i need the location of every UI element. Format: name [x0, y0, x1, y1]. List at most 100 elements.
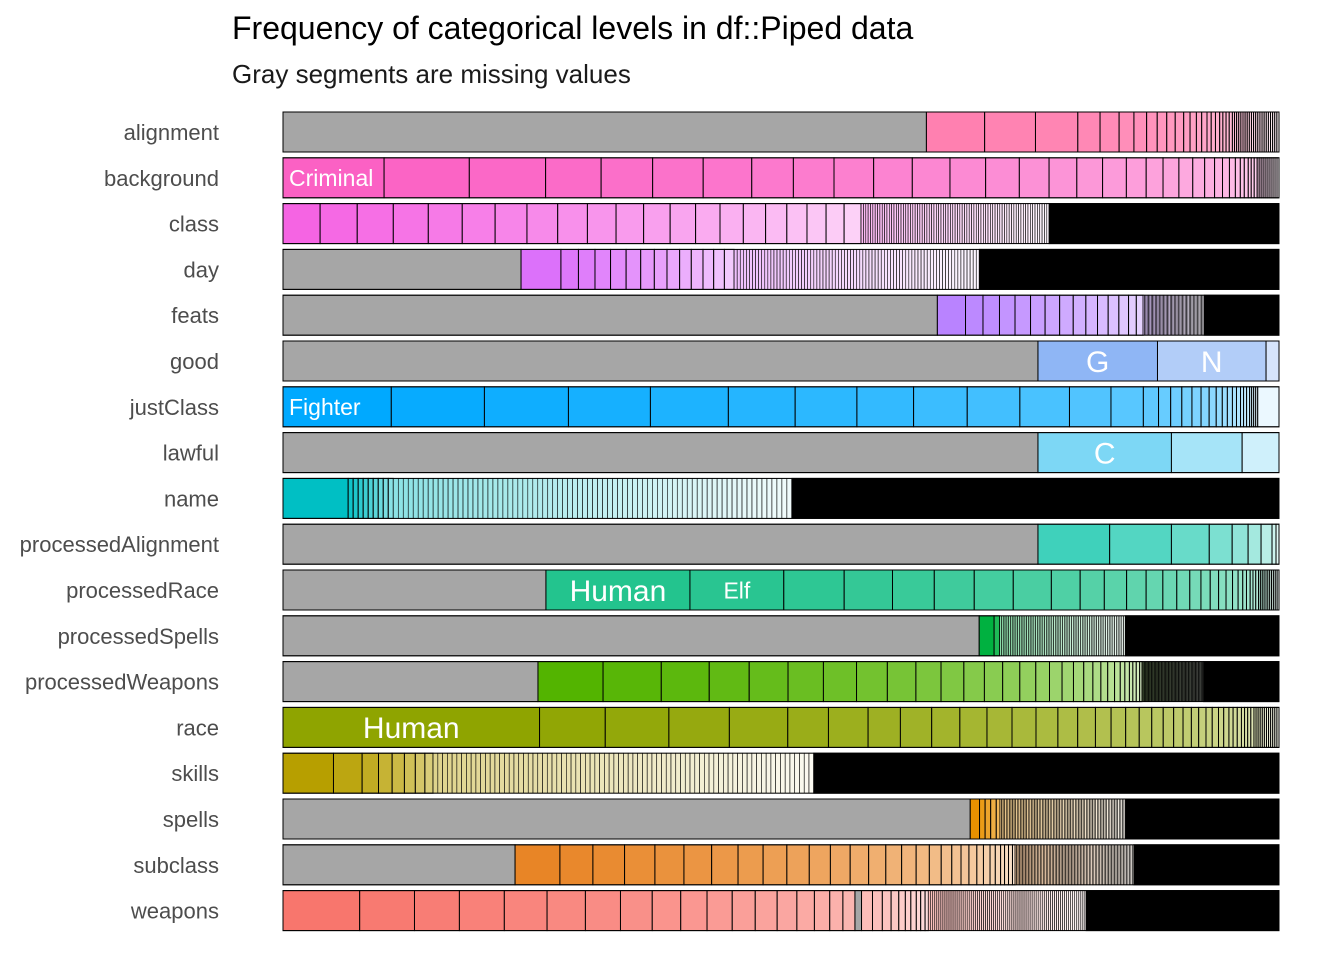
level-segment [480, 752, 486, 794]
missing-segment [282, 294, 938, 336]
level-segment [822, 661, 858, 703]
level-segment [282, 890, 361, 932]
level-segment [607, 478, 613, 519]
level-segment [1222, 157, 1230, 199]
level-segment [856, 249, 861, 290]
level-segment [905, 249, 910, 290]
level-segment [1215, 386, 1223, 428]
level-segment [1138, 706, 1153, 748]
level-segment [546, 752, 553, 794]
level-segment [959, 203, 963, 244]
level-segment [461, 752, 467, 794]
level-segment-tail [1124, 615, 1280, 657]
level-segment [971, 203, 975, 244]
level-segment [466, 752, 472, 794]
segment-label: Criminal [289, 165, 373, 191]
level-segment [468, 157, 547, 199]
level-segment [993, 615, 1001, 657]
level-segment [756, 478, 763, 519]
level-segment [1214, 157, 1224, 199]
level-segment [910, 890, 917, 932]
level-segment [1119, 661, 1126, 703]
level-segment [949, 157, 987, 199]
level-segment [761, 249, 766, 290]
bar-outline [282, 294, 1280, 336]
level-segment [865, 203, 869, 244]
level-segment [868, 249, 873, 290]
level-segment [954, 249, 959, 290]
level-segment [779, 249, 784, 290]
level-segment [954, 203, 958, 244]
level-segment [424, 752, 434, 794]
level-segment [842, 890, 856, 932]
level-segment [841, 249, 845, 290]
level-segment [691, 478, 698, 519]
level-segment [657, 478, 663, 519]
level-segment [383, 157, 470, 199]
level-segment [1011, 706, 1037, 748]
level-segment [417, 478, 424, 519]
level-segment [706, 890, 733, 932]
level-segment [562, 478, 568, 519]
level-segment [890, 249, 894, 290]
level-segment [612, 478, 618, 519]
level-segment [1035, 706, 1059, 748]
level-segment [843, 203, 862, 245]
level-segment [951, 249, 956, 290]
level-segment [526, 203, 559, 245]
level-segment [559, 844, 594, 886]
level-segment [920, 249, 925, 290]
level-segment [695, 203, 721, 245]
level-segment [915, 661, 942, 703]
level-segment [1242, 569, 1247, 611]
level-segment [397, 478, 404, 519]
bar-row-lawful: lawful C [163, 432, 1280, 474]
bar-row-justClass: justClass Fighter [129, 386, 1280, 428]
level-segment [1173, 706, 1184, 748]
level-segment [1030, 203, 1033, 244]
level-segment [1076, 157, 1104, 199]
level-segment [732, 752, 738, 794]
level-segment [850, 249, 854, 290]
level-segment [948, 249, 953, 290]
level-segment [617, 478, 623, 519]
level-segment [731, 478, 738, 519]
segment-label: Fighter [289, 394, 361, 420]
level-segment [945, 203, 949, 244]
level-segment [402, 478, 409, 519]
y-tick-label: processedWeapons [25, 670, 219, 695]
level-segment [1232, 569, 1239, 611]
level-segment [689, 752, 696, 794]
level-segment [819, 249, 824, 290]
level-segment [1048, 661, 1063, 703]
segment-label: Human [570, 575, 667, 608]
level-segment [1156, 111, 1168, 153]
level-segment [968, 203, 972, 244]
level-segment [475, 752, 481, 794]
bar-row-processedSpells: processedSpells [58, 615, 1280, 657]
level-segment [969, 249, 974, 290]
y-tick-label: processedSpells [58, 624, 219, 649]
level-segment [723, 248, 735, 290]
level-segment [359, 890, 415, 932]
level-segment [1221, 386, 1228, 428]
level-segment [1189, 111, 1197, 153]
level-segment [874, 249, 879, 290]
level-segment [483, 386, 569, 428]
level-segment [1044, 294, 1061, 336]
level-segment [1208, 523, 1233, 565]
level-segment [547, 478, 554, 519]
level-segment [1198, 706, 1207, 748]
level-segment [570, 752, 577, 794]
level-segment [963, 661, 985, 703]
level-segment [1037, 432, 1172, 474]
bar-row-class: class [169, 203, 1280, 245]
level-segment [561, 752, 567, 794]
level-segment [755, 249, 759, 290]
level-segment [813, 249, 818, 290]
level-segment [661, 752, 667, 794]
level-segment [470, 752, 477, 794]
level-segment [749, 249, 753, 290]
level-segment [936, 294, 967, 336]
level-segment [512, 478, 519, 519]
